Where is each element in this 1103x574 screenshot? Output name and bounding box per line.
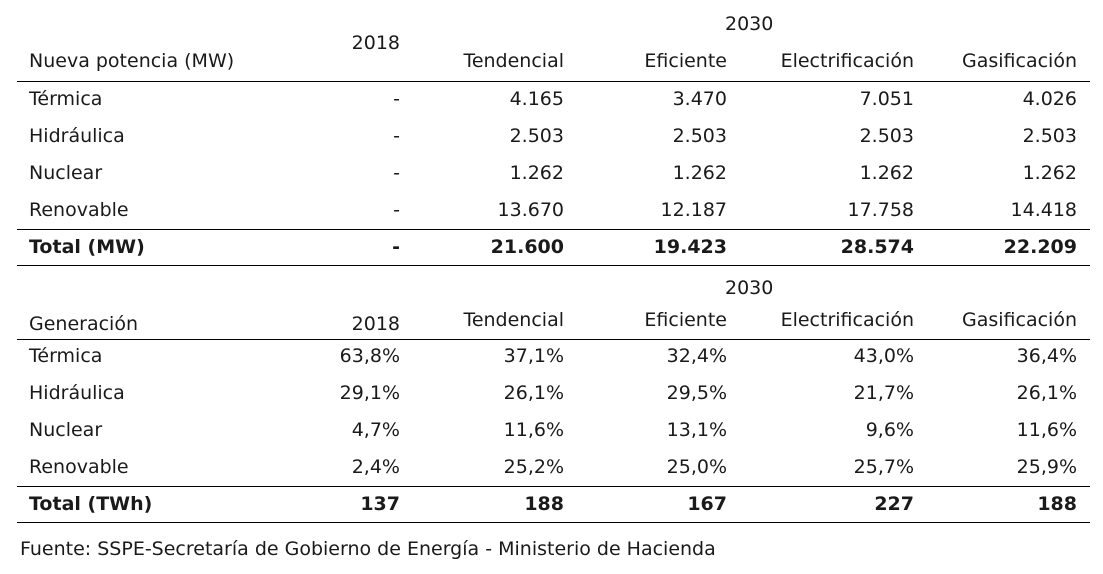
cell-gasificacion: 25,9% <box>1016 456 1077 478</box>
table-row: Hidráulica 29,1% 26,1% 29,5% 21,7% 26,1% <box>17 375 1090 412</box>
cell-eficiente: 3.470 <box>672 88 727 110</box>
header-tendencial: Tendencial <box>463 50 564 72</box>
cell-tendencial: 188 <box>524 493 564 515</box>
cell-electrificacion: 7.051 <box>859 88 914 110</box>
cell-tendencial: 13.670 <box>497 199 564 221</box>
table-row: Térmica - 4.165 3.470 7.051 4.026 <box>17 81 1090 118</box>
year-group-label: 2030 <box>725 13 774 35</box>
cell-gasificacion: 22.209 <box>1003 236 1077 258</box>
header-category: Generación <box>29 313 138 335</box>
year-group-label: 2030 <box>725 277 774 299</box>
cell-tendencial: 26,1% <box>503 382 564 404</box>
header-2018: 2018 <box>351 32 400 54</box>
header-category: Nueva potencia (MW) <box>29 50 235 72</box>
cell-2018: 2,4% <box>351 456 400 478</box>
cell-2018: - <box>393 88 400 110</box>
header-electrificacion: Electrificación <box>780 309 914 331</box>
row-label: Renovable <box>29 456 129 478</box>
cell-electrificacion: 28.574 <box>840 236 914 258</box>
header-eficiente: Eficiente <box>644 309 727 331</box>
row-label: Hidráulica <box>29 125 125 147</box>
row-label: Nuclear <box>29 162 103 184</box>
cell-2018: - <box>392 236 400 258</box>
cell-electrificacion: 227 <box>874 493 914 515</box>
cell-eficiente: 167 <box>687 493 727 515</box>
cell-eficiente: 12.187 <box>660 199 727 221</box>
row-label: Renovable <box>29 199 129 221</box>
header-gasificacion: Gasificación <box>962 50 1077 72</box>
total-rule <box>17 229 1090 230</box>
cell-tendencial: 37,1% <box>503 345 564 367</box>
cell-2018: 63,8% <box>339 345 400 367</box>
cell-electrificacion: 25,7% <box>853 456 914 478</box>
cell-tendencial: 21.600 <box>490 236 564 258</box>
cell-tendencial: 4.165 <box>509 88 564 110</box>
header-2018: 2018 <box>351 313 400 335</box>
row-label: Total (TWh) <box>29 493 153 515</box>
bottom-rule <box>17 522 1090 523</box>
header-electrificacion: Electrificación <box>780 50 914 72</box>
table-row: Renovable 2,4% 25,2% 25,0% 25,7% 25,9% <box>17 449 1090 486</box>
row-label: Nuclear <box>29 419 103 441</box>
cell-tendencial: 2.503 <box>509 125 564 147</box>
cell-tendencial: 1.262 <box>509 162 564 184</box>
row-label: Hidráulica <box>29 382 125 404</box>
table-row: Nuclear 4,7% 11,6% 13,1% 9,6% 11,6% <box>17 412 1090 449</box>
cell-2018: 137 <box>360 493 400 515</box>
cell-gasificacion: 14.418 <box>1010 199 1077 221</box>
cell-gasificacion: 26,1% <box>1016 382 1077 404</box>
cell-electrificacion: 1.262 <box>859 162 914 184</box>
total-row: Total (MW) - 21.600 19.423 28.574 22.209 <box>17 229 1090 266</box>
cell-gasificacion: 1.262 <box>1022 162 1077 184</box>
source-note: Fuente: SSPE-Secretaría de Gobierno de E… <box>20 538 716 560</box>
cell-eficiente: 19.423 <box>653 236 727 258</box>
cell-eficiente: 29,5% <box>666 382 727 404</box>
table-row: Renovable - 13.670 12.187 17.758 14.418 <box>17 192 1090 229</box>
cell-electrificacion: 43,0% <box>853 345 914 367</box>
table-row: Hidráulica - 2.503 2.503 2.503 2.503 <box>17 118 1090 155</box>
cell-electrificacion: 21,7% <box>853 382 914 404</box>
cell-gasificacion: 36,4% <box>1016 345 1077 367</box>
header-eficiente: Eficiente <box>644 50 727 72</box>
cell-2018: - <box>393 125 400 147</box>
row-label: Total (MW) <box>29 236 145 258</box>
cell-eficiente: 13,1% <box>666 419 727 441</box>
cell-2018: - <box>393 162 400 184</box>
cell-tendencial: 25,2% <box>503 456 564 478</box>
cell-gasificacion: 2.503 <box>1022 125 1077 147</box>
header-rule <box>17 339 1090 340</box>
cell-electrificacion: 17.758 <box>847 199 914 221</box>
total-row: Total (TWh) 137 188 167 227 188 <box>17 486 1090 523</box>
cell-2018: 4,7% <box>351 419 400 441</box>
cell-electrificacion: 9,6% <box>865 419 914 441</box>
cell-gasificacion: 11,6% <box>1016 419 1077 441</box>
row-label: Térmica <box>29 345 103 367</box>
cell-eficiente: 2.503 <box>672 125 727 147</box>
cell-2018: 29,1% <box>339 382 400 404</box>
cell-2018: - <box>393 199 400 221</box>
bottom-rule <box>17 265 1090 266</box>
total-rule <box>17 486 1090 487</box>
header-tendencial: Tendencial <box>463 309 564 331</box>
table-row: Nuclear - 1.262 1.262 1.262 1.262 <box>17 155 1090 192</box>
cell-eficiente: 1.262 <box>672 162 727 184</box>
table-row: Térmica 63,8% 37,1% 32,4% 43,0% 36,4% <box>17 338 1090 375</box>
cell-gasificacion: 188 <box>1037 493 1077 515</box>
table-header-row: Nueva potencia (MW) 2018 Tendencial Efic… <box>17 32 1090 80</box>
cell-eficiente: 32,4% <box>666 345 727 367</box>
header-gasificacion: Gasificación <box>962 309 1077 331</box>
cell-tendencial: 11,6% <box>503 419 564 441</box>
cell-gasificacion: 4.026 <box>1022 88 1077 110</box>
table-header-row: Generación 2018 Tendencial Eficiente Ele… <box>17 302 1090 339</box>
cell-electrificacion: 2.503 <box>859 125 914 147</box>
header-rule <box>17 81 1090 82</box>
row-label: Térmica <box>29 88 103 110</box>
cell-eficiente: 25,0% <box>666 456 727 478</box>
